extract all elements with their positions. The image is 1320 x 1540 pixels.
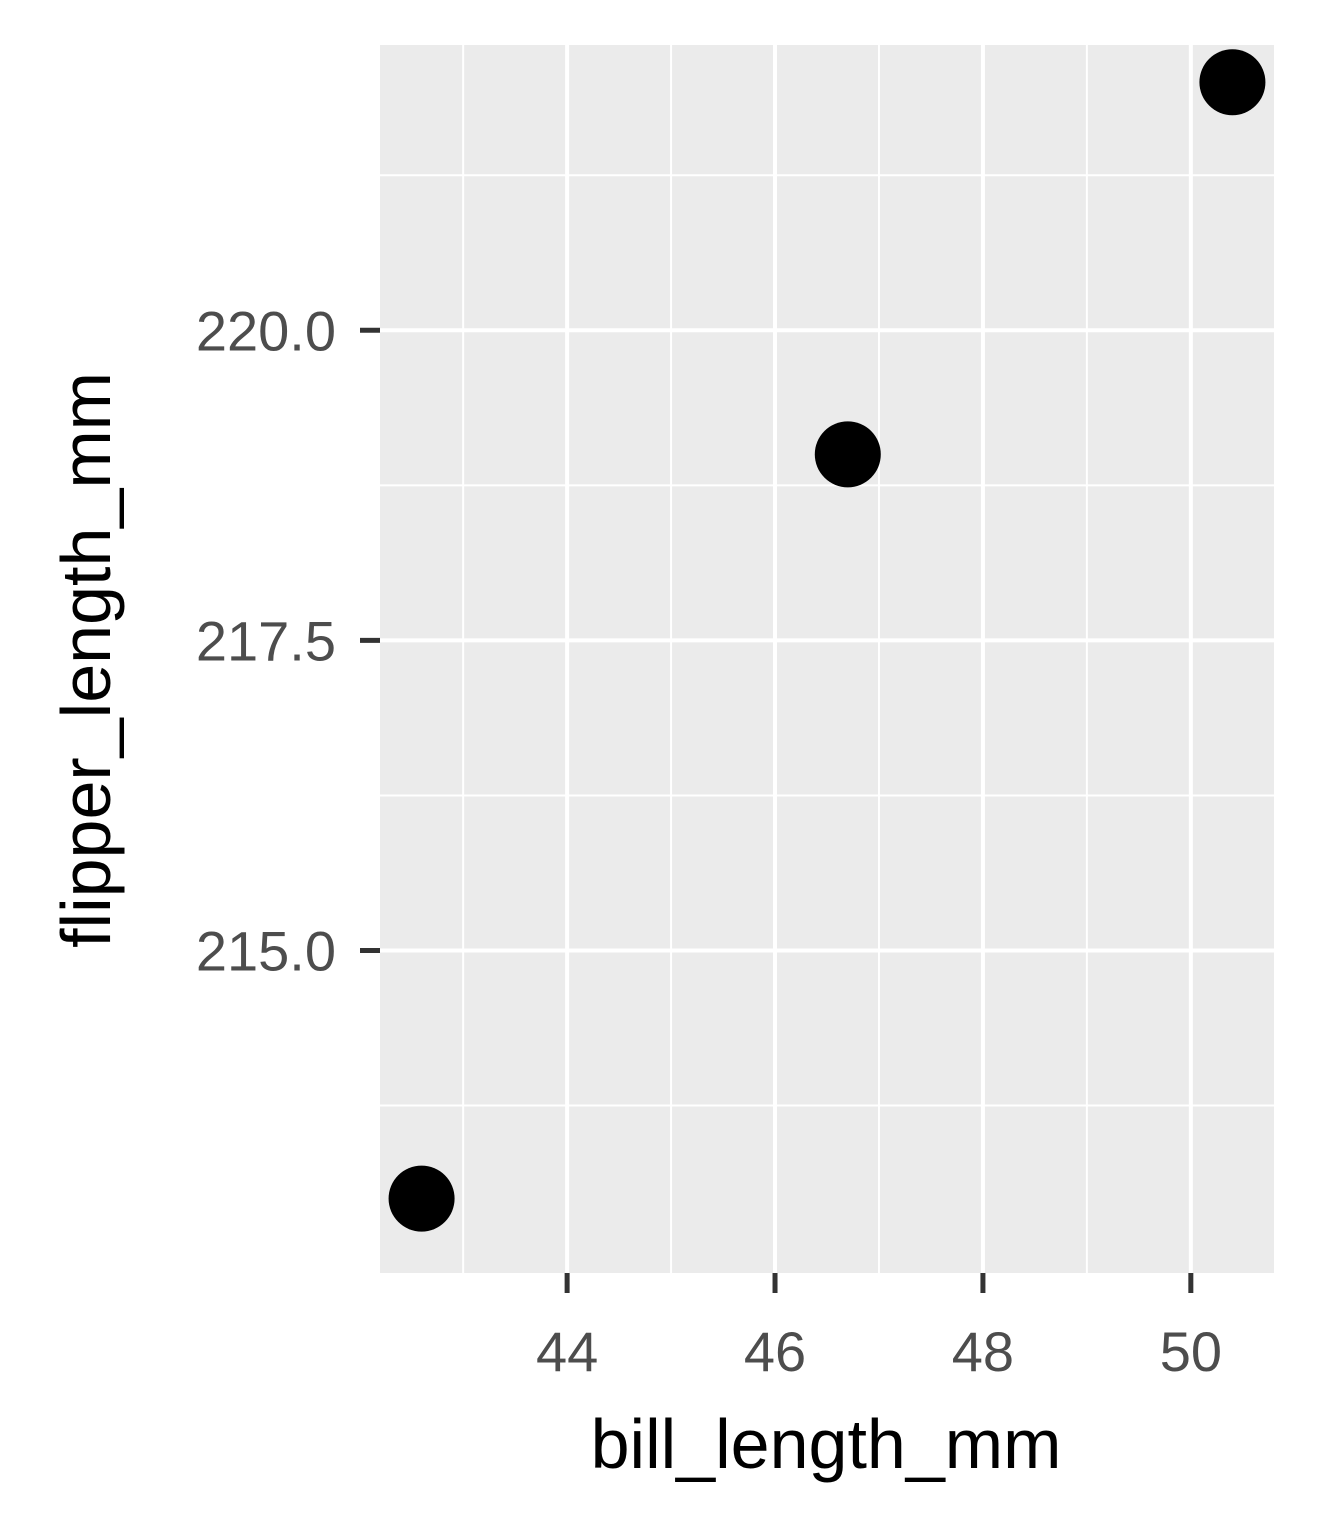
data-points (388, 49, 1266, 1232)
x-tick-label: 44 (536, 1320, 598, 1383)
x-tick-label: 48 (952, 1320, 1014, 1383)
x-axis: 44 46 48 50 (536, 1273, 1222, 1383)
y-tick-label: 215.0 (196, 919, 336, 982)
y-tick-label: 220.0 (196, 299, 336, 362)
grid-major (380, 45, 1274, 1273)
data-point (1199, 49, 1266, 116)
x-tick-label: 50 (1160, 1320, 1222, 1383)
data-point (388, 1165, 455, 1232)
y-axis-title: flipper_length_mm (47, 372, 125, 948)
plot-panel (380, 45, 1274, 1273)
y-axis: 215.0 217.5 220.0 (196, 299, 380, 982)
x-tick-label: 46 (744, 1320, 806, 1383)
grid-minor (380, 45, 1274, 1273)
y-tick-label: 217.5 (196, 609, 336, 672)
data-point (814, 421, 881, 488)
x-axis-title: bill_length_mm (591, 1405, 1062, 1483)
